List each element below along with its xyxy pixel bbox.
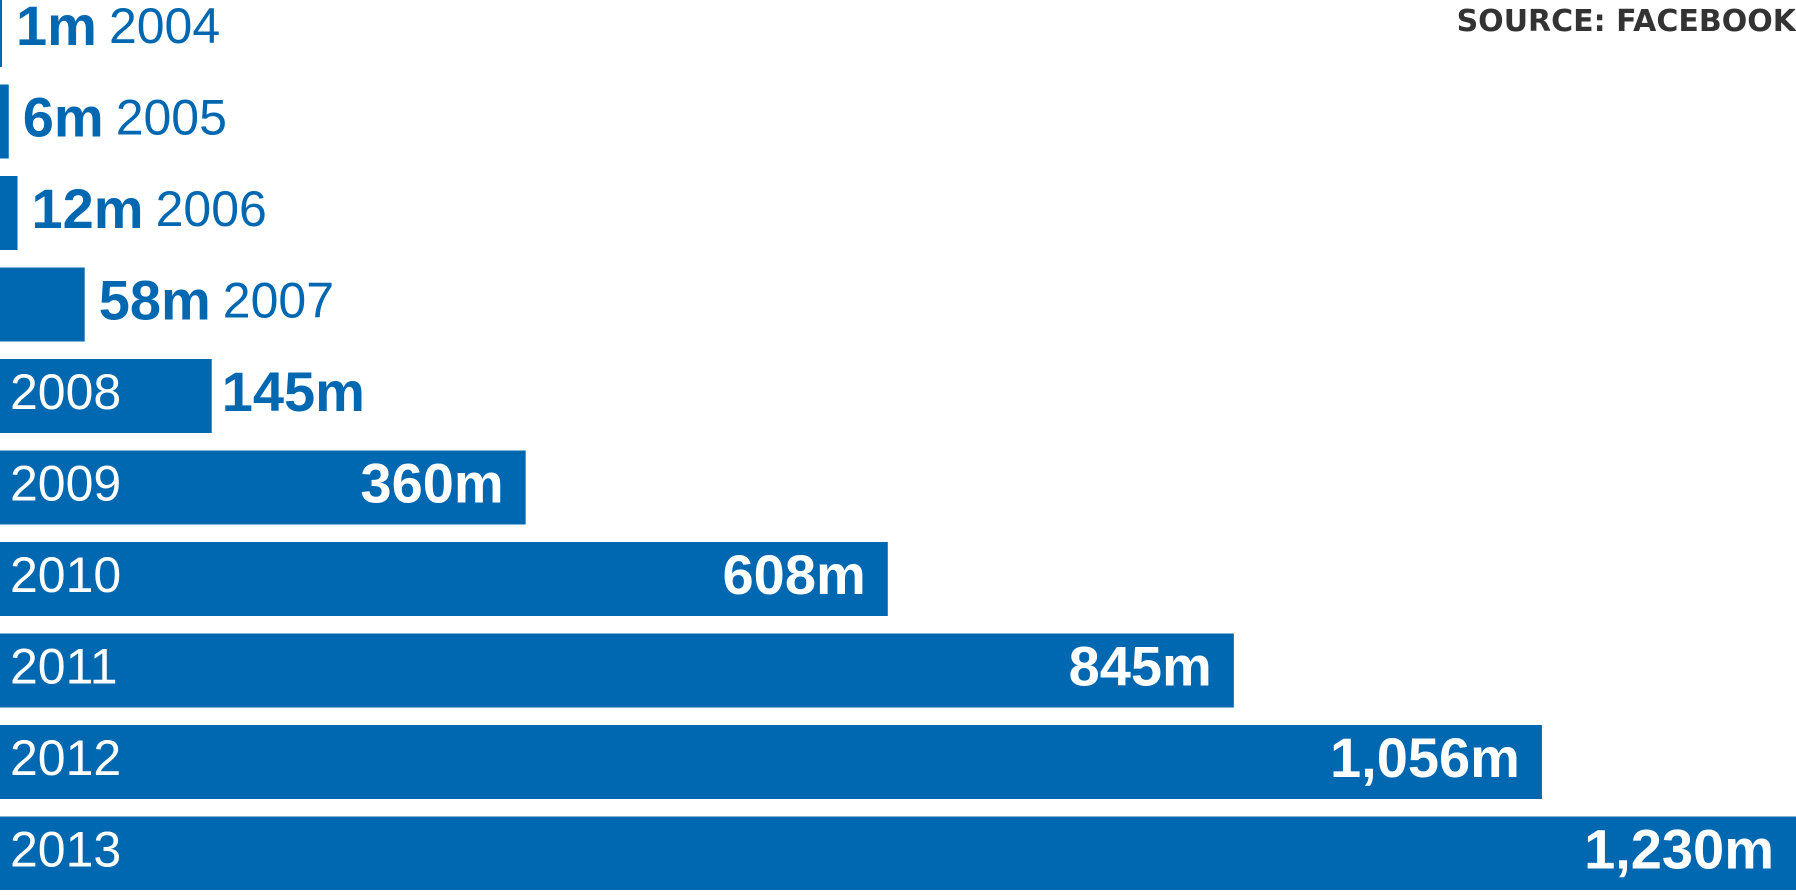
year-label-2006: 2006 bbox=[156, 181, 267, 237]
value-label-2011: 845m bbox=[1069, 634, 1212, 697]
source-note: SOURCE: FACEBOOK bbox=[1456, 4, 1796, 39]
year-label-2004: 2004 bbox=[109, 0, 220, 54]
bar-2013 bbox=[0, 816, 1796, 891]
year-label-2012: 2012 bbox=[10, 730, 121, 786]
value-label-2005: 6m bbox=[23, 85, 104, 148]
bar-2009 bbox=[0, 450, 526, 525]
bar-2008 bbox=[0, 359, 212, 433]
bar-2011 bbox=[0, 633, 1234, 708]
value-label-2013: 1,230m bbox=[1584, 817, 1774, 880]
year-label-2013: 2013 bbox=[10, 822, 121, 878]
year-label-2010: 2010 bbox=[10, 547, 121, 603]
bar-2010 bbox=[0, 542, 888, 616]
bar-2004 bbox=[0, 0, 2, 67]
value-label-2004: 1m bbox=[16, 0, 97, 57]
bar-2006 bbox=[0, 176, 18, 250]
value-label-2009: 360m bbox=[360, 451, 503, 514]
value-label-2012: 1,056m bbox=[1330, 726, 1520, 789]
year-label-2005: 2005 bbox=[116, 90, 227, 146]
value-label-2006: 12m bbox=[32, 177, 144, 240]
bar-2007 bbox=[0, 267, 85, 342]
bar-2012 bbox=[0, 725, 1542, 799]
value-label-2008: 145m bbox=[222, 360, 365, 423]
bar-2005 bbox=[0, 84, 9, 159]
year-label-2008: 2008 bbox=[10, 364, 121, 420]
year-label-2011: 2011 bbox=[10, 639, 118, 695]
value-label-2010: 608m bbox=[723, 543, 866, 606]
year-label-2009: 2009 bbox=[10, 456, 121, 512]
value-label-2007: 58m bbox=[99, 268, 211, 331]
year-label-2007: 2007 bbox=[223, 273, 334, 329]
